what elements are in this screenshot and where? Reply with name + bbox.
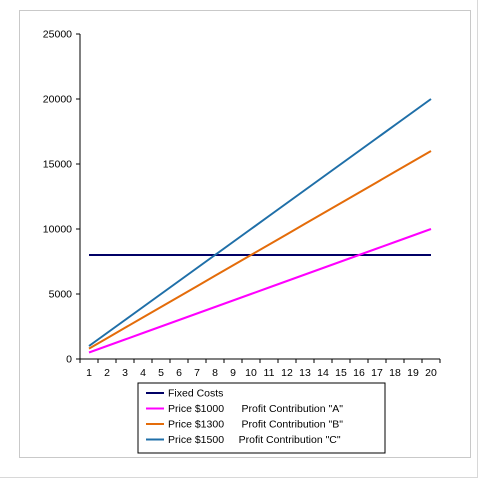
x-tick-label: 10 bbox=[245, 367, 257, 379]
x-tick-label: 9 bbox=[230, 367, 236, 379]
x-tick-label: 2 bbox=[104, 367, 110, 379]
x-tick-label: 3 bbox=[122, 367, 128, 379]
x-tick-label: 6 bbox=[176, 367, 182, 379]
x-tick-label: 20 bbox=[425, 367, 437, 379]
series-line-2 bbox=[88, 228, 432, 354]
y-tick-label: 10000 bbox=[43, 224, 72, 236]
y-tick-label: 15000 bbox=[43, 159, 72, 171]
legend-label-2: Price $1000 Profit Contribution "A" bbox=[168, 403, 343, 415]
x-tick-label: 19 bbox=[407, 367, 419, 379]
y-tick-label: 20000 bbox=[43, 94, 72, 106]
y-tick-label: 25000 bbox=[43, 29, 72, 41]
legend-box bbox=[137, 382, 386, 454]
legend-label-3: Price $1300 Profit Contribution "B" bbox=[168, 419, 343, 431]
x-tick-label: 15 bbox=[335, 367, 347, 379]
x-tick-label: 7 bbox=[194, 367, 200, 379]
y-tick-label: 0 bbox=[66, 354, 72, 366]
x-tick-label: 14 bbox=[317, 367, 329, 379]
legend-label-4: Price $1500 Profit Contribution "C" bbox=[168, 434, 341, 446]
x-tick-label: 5 bbox=[158, 367, 164, 379]
series-line-3 bbox=[88, 150, 432, 350]
y-tick-label: 5000 bbox=[49, 289, 73, 301]
x-tick-label: 18 bbox=[389, 367, 401, 379]
x-tick-label: 11 bbox=[264, 367, 275, 379]
x-tick-label: 1 bbox=[86, 367, 92, 379]
x-tick-label: 12 bbox=[281, 367, 293, 379]
legend-label-1: Fixed Costs bbox=[168, 388, 223, 400]
series-line-4 bbox=[88, 98, 432, 347]
x-tick-label: 8 bbox=[212, 367, 218, 379]
x-tick-label: 16 bbox=[353, 367, 365, 379]
x-tick-label: 4 bbox=[140, 367, 146, 379]
x-tick-label: 13 bbox=[299, 367, 311, 379]
x-tick-label: 17 bbox=[371, 367, 383, 379]
